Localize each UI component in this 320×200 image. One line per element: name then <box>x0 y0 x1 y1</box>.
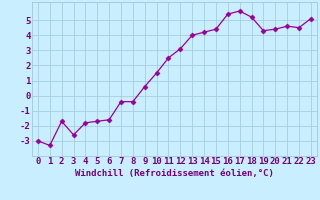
X-axis label: Windchill (Refroidissement éolien,°C): Windchill (Refroidissement éolien,°C) <box>75 169 274 178</box>
